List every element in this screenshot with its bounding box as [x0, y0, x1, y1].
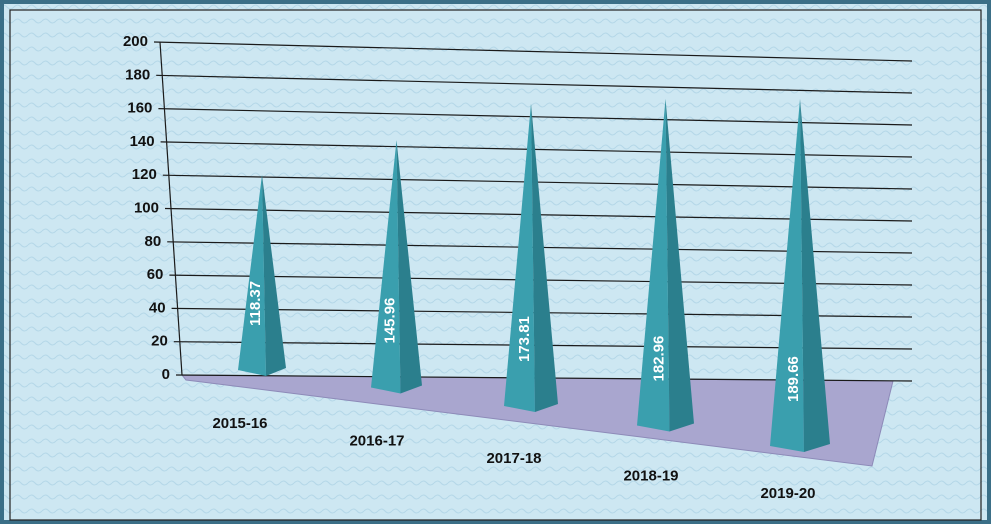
y-tick-label: 40 [149, 299, 166, 316]
plot-border [9, 9, 982, 521]
y-tick-label: 20 [151, 333, 168, 350]
y-tick-label: 200 [123, 33, 148, 50]
grid-line [153, 41, 913, 62]
pyramid-face [371, 140, 401, 394]
pyramid-face [665, 98, 694, 432]
value-label: 118.37 [247, 281, 264, 326]
grid-line [158, 108, 913, 126]
y-tick-label: 100 [134, 199, 159, 216]
x-tick-label: 2016-17 [349, 432, 404, 449]
pyramid-face [637, 98, 670, 432]
grid-line [160, 141, 913, 158]
value-label: 173.81 [516, 316, 533, 362]
pyramid-face [238, 174, 266, 376]
grid-line [156, 74, 913, 94]
x-tick-label: 2019-20 [760, 485, 815, 502]
x-tick-label: 2015-16 [212, 415, 267, 432]
pyramid-face [531, 103, 558, 412]
pyramid-face [396, 140, 422, 394]
x-tick-label: 2017-18 [486, 450, 541, 467]
pyramid-face [504, 103, 535, 412]
value-label: 182.96 [650, 336, 667, 382]
pyramid-face [800, 98, 830, 452]
y-tick-label: 160 [127, 100, 152, 117]
y-tick-label: 60 [147, 266, 164, 283]
y-tick-label: 180 [125, 66, 150, 83]
y-tick-label: 0 [162, 366, 170, 383]
value-label: 145.96 [381, 298, 398, 344]
y-tick-label: 140 [130, 133, 155, 150]
y-tick-label: 80 [145, 233, 162, 250]
y-tick-label: 120 [132, 166, 157, 183]
x-tick-label: 2018-19 [623, 467, 678, 484]
value-label: 189.66 [785, 356, 802, 402]
pyramid-face [262, 174, 286, 376]
pyramid-face [770, 98, 804, 452]
